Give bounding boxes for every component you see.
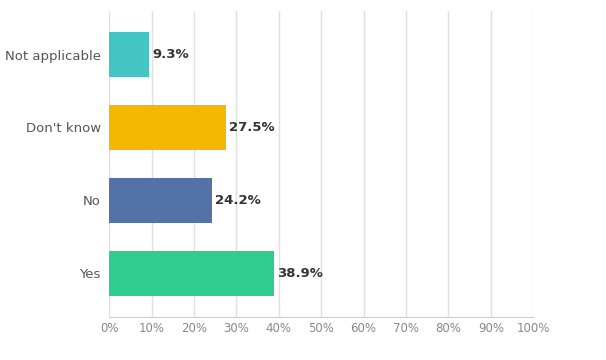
- Bar: [109, 32, 148, 77]
- Text: 38.9%: 38.9%: [278, 267, 324, 280]
- Bar: [109, 177, 211, 223]
- Text: 27.5%: 27.5%: [229, 121, 275, 134]
- Bar: [109, 251, 274, 296]
- Text: 24.2%: 24.2%: [215, 194, 261, 207]
- Text: 9.3%: 9.3%: [152, 48, 188, 61]
- Bar: [109, 105, 226, 150]
